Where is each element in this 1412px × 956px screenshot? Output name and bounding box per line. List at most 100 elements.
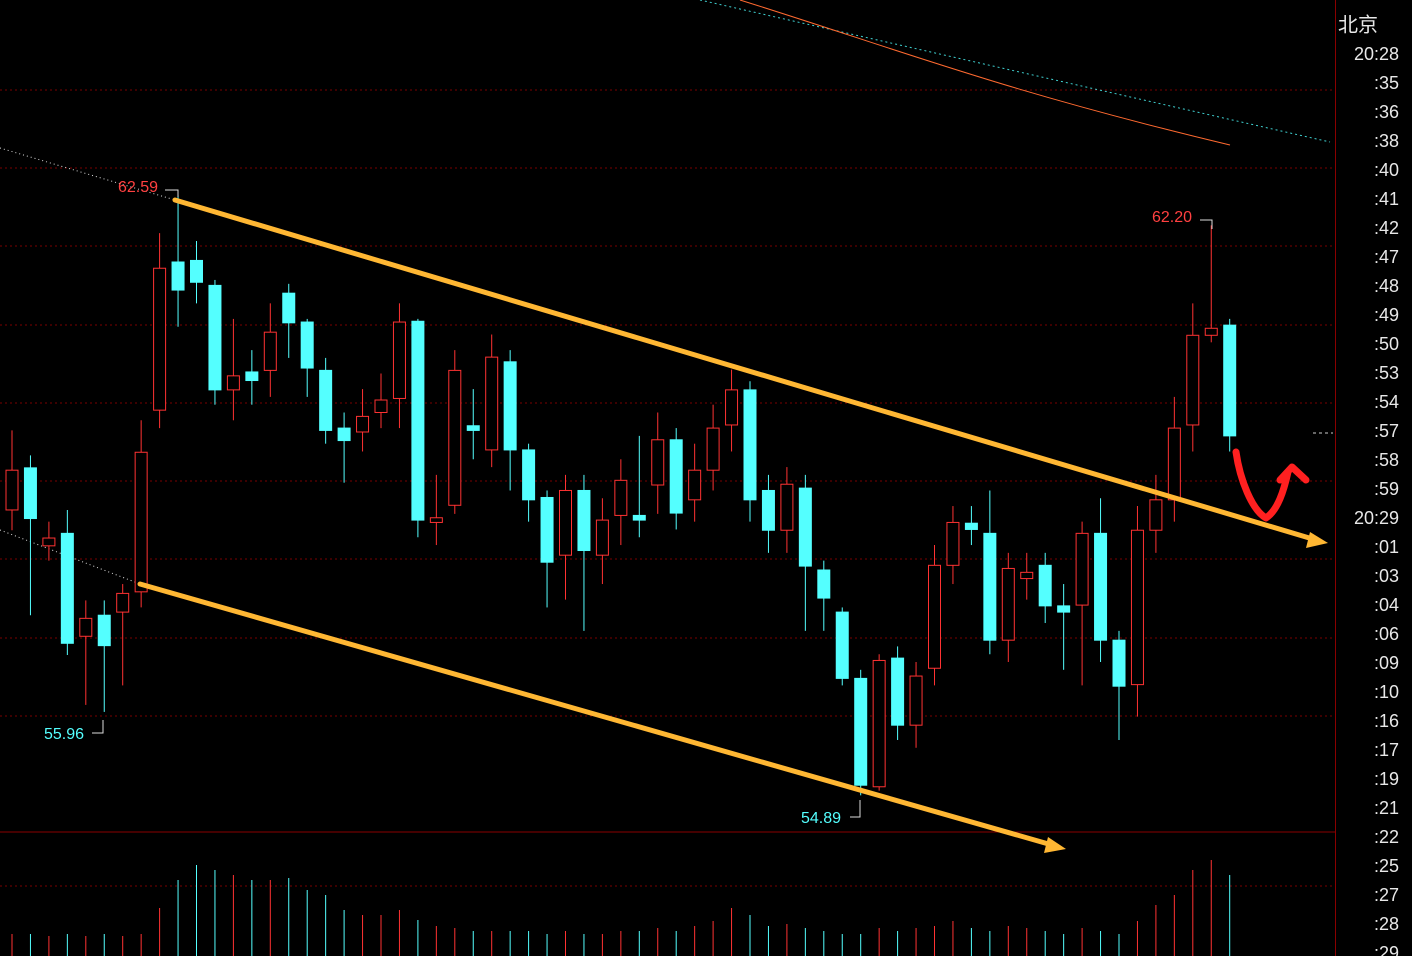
candle-body xyxy=(1167,427,1181,501)
candle-body xyxy=(798,487,812,567)
volume-bar xyxy=(786,924,788,956)
volume-bar xyxy=(196,865,197,956)
candle-body xyxy=(1020,571,1034,580)
time-label: :16 xyxy=(1374,711,1399,731)
candle-body xyxy=(835,611,849,679)
overlay xyxy=(137,197,1328,853)
candle-body xyxy=(411,320,425,521)
candle-body xyxy=(337,427,351,442)
candle-body xyxy=(577,489,591,552)
volume-bar xyxy=(528,931,530,956)
candle-body xyxy=(743,389,757,501)
volume-bar xyxy=(1155,905,1157,956)
candle-body xyxy=(392,321,406,399)
candle-body xyxy=(632,514,646,521)
volume-bar xyxy=(712,921,714,956)
candle-body xyxy=(1001,567,1015,641)
annotation-arrow xyxy=(850,800,861,818)
volume-bar xyxy=(657,928,659,956)
volume-bar xyxy=(989,931,991,956)
candle-body xyxy=(319,369,333,431)
volume-bar xyxy=(1026,928,1028,956)
candle-body xyxy=(522,449,536,501)
time-label: :03 xyxy=(1374,566,1399,586)
candle-body xyxy=(5,469,19,511)
layout xyxy=(0,0,1336,956)
time-label: :38 xyxy=(1374,131,1399,151)
candle-body xyxy=(208,284,222,391)
time-label: :09 xyxy=(1374,653,1399,673)
time-label: :27 xyxy=(1374,885,1399,905)
time-label: :41 xyxy=(1374,189,1399,209)
volume-bar xyxy=(897,931,899,956)
volume-bar xyxy=(509,931,511,956)
time-label: :57 xyxy=(1374,421,1399,441)
time-label: :50 xyxy=(1374,334,1399,354)
time-label: :48 xyxy=(1374,276,1399,296)
time-label: :54 xyxy=(1374,392,1399,412)
time-label: :47 xyxy=(1374,247,1399,267)
price-annotation: 62.59 xyxy=(118,179,158,196)
candle-body xyxy=(1223,324,1237,437)
volume-bar xyxy=(749,915,751,956)
candle-body xyxy=(116,592,130,613)
volume-bar xyxy=(491,931,493,956)
time-label: :49 xyxy=(1374,305,1399,325)
candle-body xyxy=(946,521,960,566)
marks xyxy=(5,194,1237,956)
volume-bar xyxy=(398,910,400,956)
volume-bar xyxy=(85,936,87,956)
volume-bar xyxy=(140,934,142,956)
candle-body xyxy=(429,517,443,523)
candle-body xyxy=(872,659,886,788)
volume-bar xyxy=(66,934,68,956)
candle-body xyxy=(42,537,56,547)
volume-bar xyxy=(269,880,271,956)
candle-body xyxy=(559,489,572,556)
candle-body xyxy=(983,532,997,641)
hand-drawn-arrow xyxy=(1232,448,1310,522)
time-label: :29 xyxy=(1374,943,1399,956)
volume-bar xyxy=(694,926,696,956)
volume-bar xyxy=(1007,926,1009,956)
time-label: :21 xyxy=(1374,798,1399,818)
volume-bar xyxy=(565,931,566,956)
channel-line xyxy=(137,581,1055,848)
volume-bar xyxy=(1081,928,1083,956)
volume-bar xyxy=(620,931,622,956)
volume-bar xyxy=(159,908,161,956)
candle-body xyxy=(1094,532,1108,641)
time-label: 20:29 xyxy=(1354,508,1399,528)
candle-body xyxy=(300,321,314,369)
candle-body xyxy=(97,614,111,647)
candle-body xyxy=(651,439,665,486)
volume-bar xyxy=(177,880,179,956)
volume-bar xyxy=(860,934,862,956)
volume-bar xyxy=(472,931,474,956)
candle-body xyxy=(190,259,203,283)
candle-body xyxy=(1186,334,1200,426)
candle-body xyxy=(1130,529,1144,686)
volume-bar xyxy=(915,928,917,956)
volume-bar xyxy=(251,880,253,956)
time-label: :59 xyxy=(1374,479,1399,499)
volume-bar xyxy=(454,928,456,956)
candle-body xyxy=(725,389,739,426)
candle-body xyxy=(171,261,185,291)
volume-bar xyxy=(638,931,640,956)
volume-bar xyxy=(232,875,234,956)
candle-body xyxy=(263,331,277,371)
candle-body xyxy=(928,564,941,669)
location-label: 北京 xyxy=(1338,13,1378,36)
volume-bar xyxy=(767,926,769,956)
time-label: :25 xyxy=(1374,856,1399,876)
volume-bar xyxy=(546,934,548,956)
price-annotation: 62.20 xyxy=(1152,209,1192,226)
candle-body xyxy=(374,399,388,413)
time-label: :35 xyxy=(1374,73,1399,93)
candle-body xyxy=(964,522,978,530)
volume-bar xyxy=(1173,895,1175,956)
candle-body xyxy=(503,361,517,451)
candle-body xyxy=(153,267,167,411)
volume-bar xyxy=(841,934,843,956)
